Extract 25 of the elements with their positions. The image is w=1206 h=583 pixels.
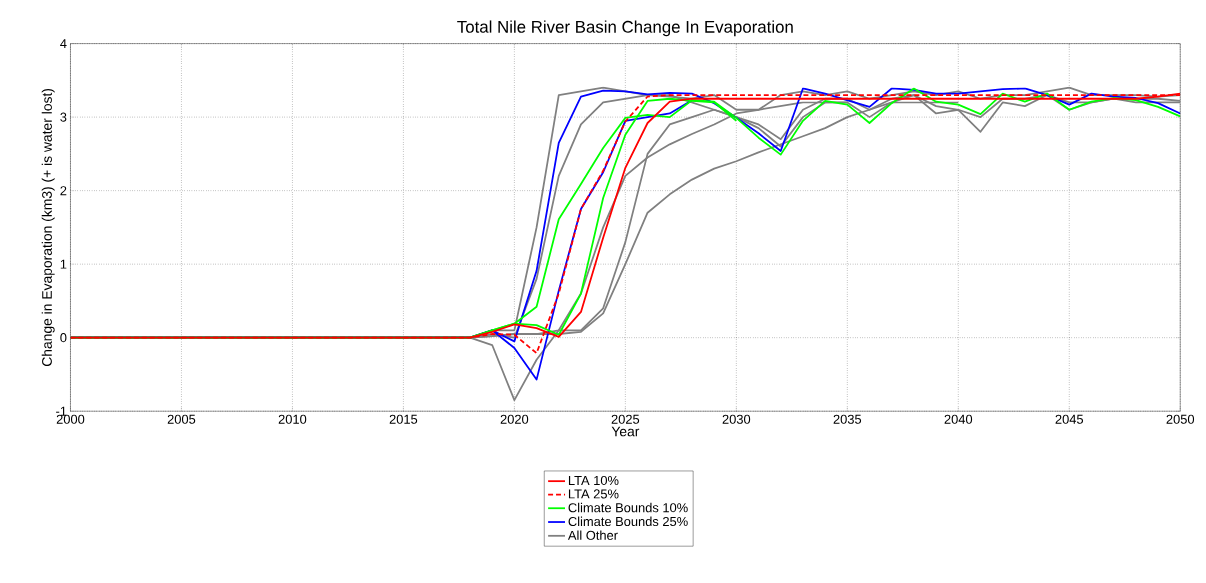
x-tick-label: 2040 [944,414,973,425]
x-tick-label: 2045 [1055,414,1084,425]
x-tick-label: 2005 [167,414,196,425]
x-axis-title: Year [611,426,640,437]
legend-label: All Other [567,530,618,541]
x-tick-label: 2025 [611,414,640,425]
y-tick-label: 1 [60,259,67,269]
x-tick-label: 2015 [389,414,418,425]
legend-label: LTA 25% [568,489,619,499]
y-tick-label: 2 [60,186,67,196]
y-tick-label: 3 [60,112,67,122]
x-tick-label: 2010 [278,414,307,425]
x-tick-label: 2020 [500,414,529,425]
legend-label: Climate Bounds 25% [568,516,688,527]
x-tick-label: 2000 [56,414,85,425]
y-tick-label: -1 [56,406,67,416]
y-tick-label: 4 [60,39,67,49]
x-tick-label: 2030 [722,414,751,425]
chart-title: Total Nile River Basin Change In Evaporation [457,20,793,37]
y-axis-title: Change in Evaporation (km3) (+ is water lost) [41,89,55,367]
legend-label: LTA 10% [568,476,619,486]
y-tick-label: 0 [60,333,67,343]
x-tick-label: 2035 [833,414,862,425]
x-tick-label: 2050 [1166,414,1195,425]
legend-label: Climate Bounds 10% [568,503,688,513]
